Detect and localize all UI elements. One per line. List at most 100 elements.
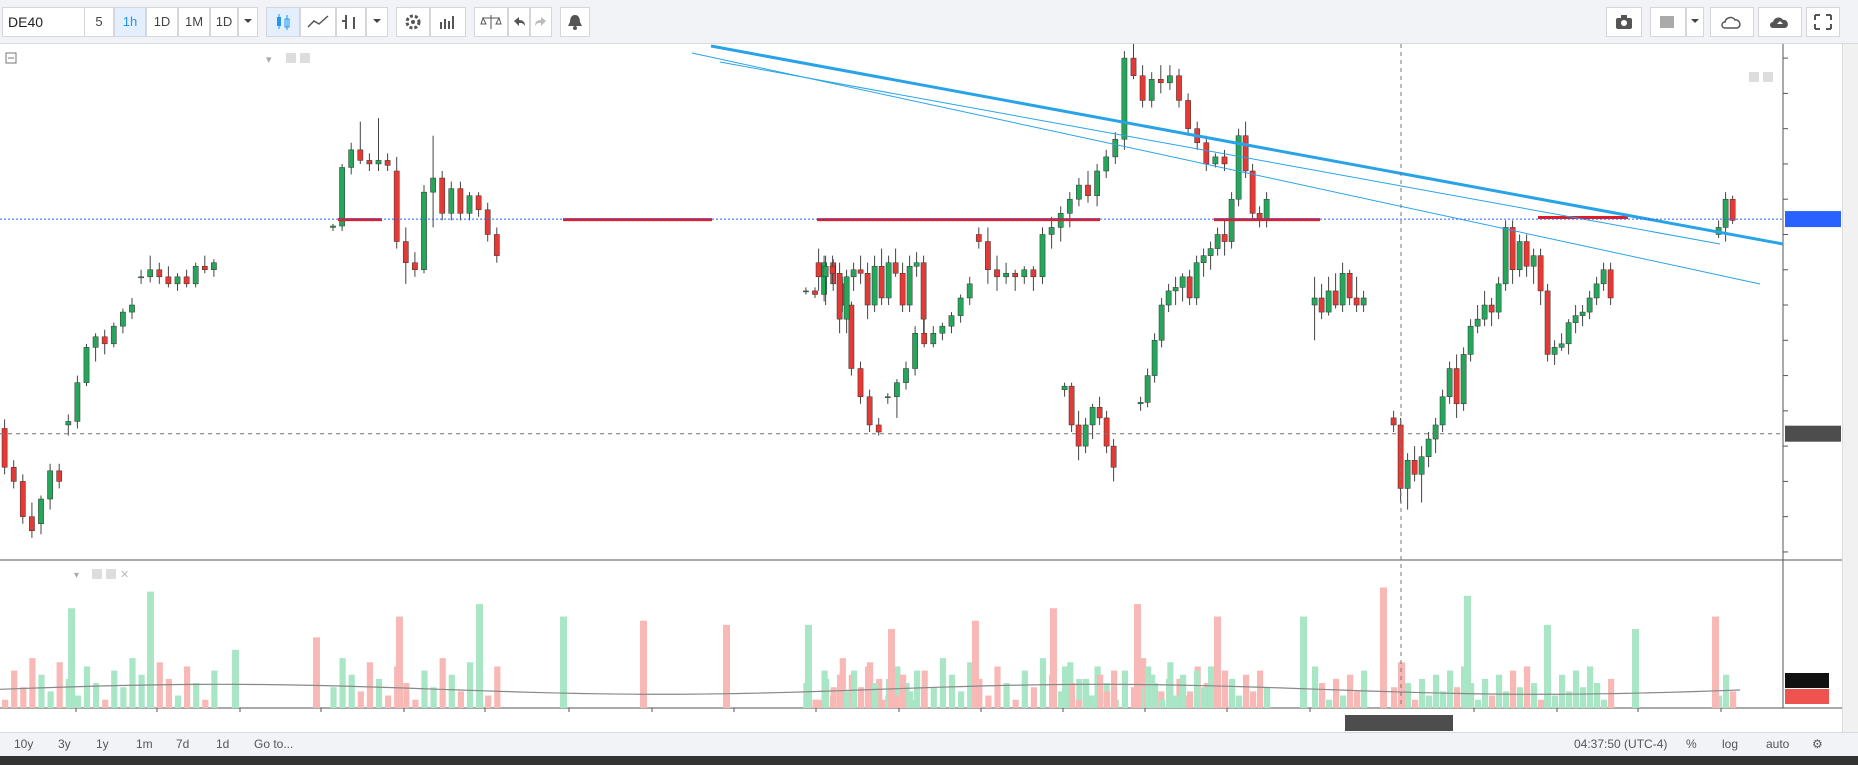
- cloud-load-icon[interactable]: [1710, 7, 1754, 37]
- undo-icon[interactable]: [508, 7, 530, 37]
- candle: [330, 223, 336, 231]
- volume-bar: [29, 658, 36, 708]
- range-10y-button[interactable]: 10y: [14, 737, 34, 751]
- range-1d-button[interactable]: 1d: [216, 737, 230, 751]
- volume-bar: [1062, 666, 1069, 708]
- camera-icon[interactable]: [1606, 7, 1642, 37]
- main-trendline[interactable]: [710, 44, 1784, 246]
- candle: [1439, 389, 1446, 433]
- log-scale-button[interactable]: log: [1722, 737, 1739, 751]
- scale-settings-icon[interactable]: [1763, 72, 1773, 82]
- volume-spike-bar: [1050, 608, 1057, 708]
- candle: [1325, 276, 1332, 316]
- volume-bar: [174, 695, 182, 708]
- line-chart-icon[interactable]: [300, 7, 336, 37]
- candle: [815, 248, 822, 291]
- candle: [384, 153, 391, 171]
- candle-body: [1139, 75, 1146, 101]
- price-chart[interactable]: ▾ ▾ ✕: [0, 44, 1842, 732]
- volume-bar: [1594, 683, 1601, 708]
- candle: [430, 135, 436, 228]
- interval-1m-button[interactable]: 1M: [178, 7, 210, 37]
- legend-eye-icon[interactable]: [286, 53, 296, 63]
- volume-bar: [1587, 666, 1594, 708]
- interval-1h-button[interactable]: 1h: [114, 7, 146, 37]
- candle-body: [74, 382, 81, 422]
- range-3y-button[interactable]: 3y: [58, 737, 71, 751]
- lower-trendline[interactable]: [691, 52, 1761, 285]
- candle-body: [1151, 340, 1158, 376]
- candle: [1148, 72, 1155, 108]
- interval-1d-button[interactable]: 1D: [146, 7, 178, 37]
- volume-bar: [1159, 699, 1166, 708]
- candle: [1572, 305, 1579, 334]
- cloud-save-icon[interactable]: [1758, 7, 1802, 37]
- candle: [1151, 333, 1158, 383]
- volume-spike-bar: [232, 649, 239, 708]
- volume-bar: [494, 666, 501, 708]
- legend-settings-icon[interactable]: [300, 53, 310, 63]
- candle-body: [101, 336, 108, 345]
- candle: [1242, 121, 1249, 179]
- volume-bar: [816, 699, 823, 708]
- candle-body: [1200, 255, 1207, 263]
- bar-chart-icon[interactable]: [430, 7, 466, 37]
- volume-settings-icon[interactable]: [106, 569, 116, 579]
- candle-body: [201, 265, 208, 271]
- range-7d-button[interactable]: 7d: [176, 737, 190, 751]
- indicator-icon[interactable]: [336, 7, 366, 37]
- interval-5-button[interactable]: 5: [84, 7, 114, 37]
- candle: [821, 255, 827, 302]
- candle-body: [1112, 138, 1119, 158]
- auto-scale-button[interactable]: auto: [1766, 737, 1790, 751]
- candle: [948, 312, 955, 334]
- vertical-scrollbar[interactable]: [1842, 44, 1858, 732]
- candle: [1012, 269, 1019, 291]
- volume-eye-icon[interactable]: [92, 569, 102, 579]
- chart-settings-gear-icon[interactable]: ⚙: [1812, 737, 1823, 751]
- middle-trendline[interactable]: [719, 61, 1721, 245]
- volume-bar: [1180, 674, 1187, 708]
- candle: [1068, 382, 1075, 433]
- candle-body: [812, 290, 818, 295]
- percent-scale-button[interactable]: %: [1686, 737, 1697, 751]
- collapse-toggle-icon[interactable]: [5, 52, 17, 64]
- candle-body: [138, 276, 144, 279]
- volume-bar: [1121, 670, 1128, 708]
- candle: [92, 333, 99, 362]
- candle: [921, 319, 928, 348]
- volume-bar: [38, 674, 45, 708]
- range-1y-button[interactable]: 1y: [96, 737, 109, 751]
- interval-dropdown-chevron-icon[interactable]: [238, 7, 258, 37]
- range-1m-button[interactable]: 1m: [136, 737, 153, 751]
- candles-icon[interactable]: [266, 7, 300, 37]
- candle-body: [402, 241, 409, 263]
- candle-body: [83, 347, 90, 383]
- goto-button[interactable]: Go to...: [254, 737, 294, 751]
- candle: [466, 192, 473, 221]
- compare-scale-icon[interactable]: [474, 7, 508, 37]
- volume-bar: [202, 699, 209, 708]
- alert-bell-icon[interactable]: [560, 7, 590, 37]
- candle: [957, 294, 964, 323]
- settings-gear-icon[interactable]: [396, 7, 430, 37]
- interval-1d2-button[interactable]: 1D: [210, 7, 238, 37]
- volume-bar: [330, 687, 337, 708]
- indicator-dropdown-chevron-icon[interactable]: [366, 7, 388, 37]
- candle: [1537, 248, 1544, 306]
- volume-bar: [403, 683, 410, 708]
- volume-bar: [93, 683, 100, 708]
- layout-dropdown-chevron-icon[interactable]: [1686, 7, 1704, 37]
- candle-body: [1404, 459, 1411, 489]
- candle: [1502, 220, 1509, 291]
- fullscreen-toggle-icon[interactable]: [1650, 7, 1686, 37]
- scale-lock-icon[interactable]: [1749, 72, 1759, 82]
- symbol-input[interactable]: DE40: [2, 7, 98, 37]
- candle: [966, 276, 973, 306]
- candle: [848, 301, 855, 376]
- candle: [147, 255, 154, 283]
- candle: [829, 255, 836, 284]
- redo-icon[interactable]: [530, 7, 552, 37]
- expand-icon[interactable]: [1806, 7, 1840, 37]
- candle: [864, 262, 871, 320]
